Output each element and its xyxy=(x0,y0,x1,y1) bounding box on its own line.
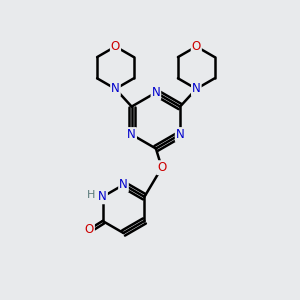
Text: H: H xyxy=(87,190,96,200)
Text: O: O xyxy=(85,223,94,236)
Text: N: N xyxy=(111,82,120,95)
Text: N: N xyxy=(152,86,160,99)
Text: N: N xyxy=(192,82,201,95)
Text: N: N xyxy=(98,190,107,203)
Text: N: N xyxy=(176,128,184,141)
Text: O: O xyxy=(157,161,167,174)
Text: N: N xyxy=(127,128,136,141)
Text: O: O xyxy=(111,40,120,53)
Text: O: O xyxy=(192,40,201,53)
Text: N: N xyxy=(119,178,128,191)
